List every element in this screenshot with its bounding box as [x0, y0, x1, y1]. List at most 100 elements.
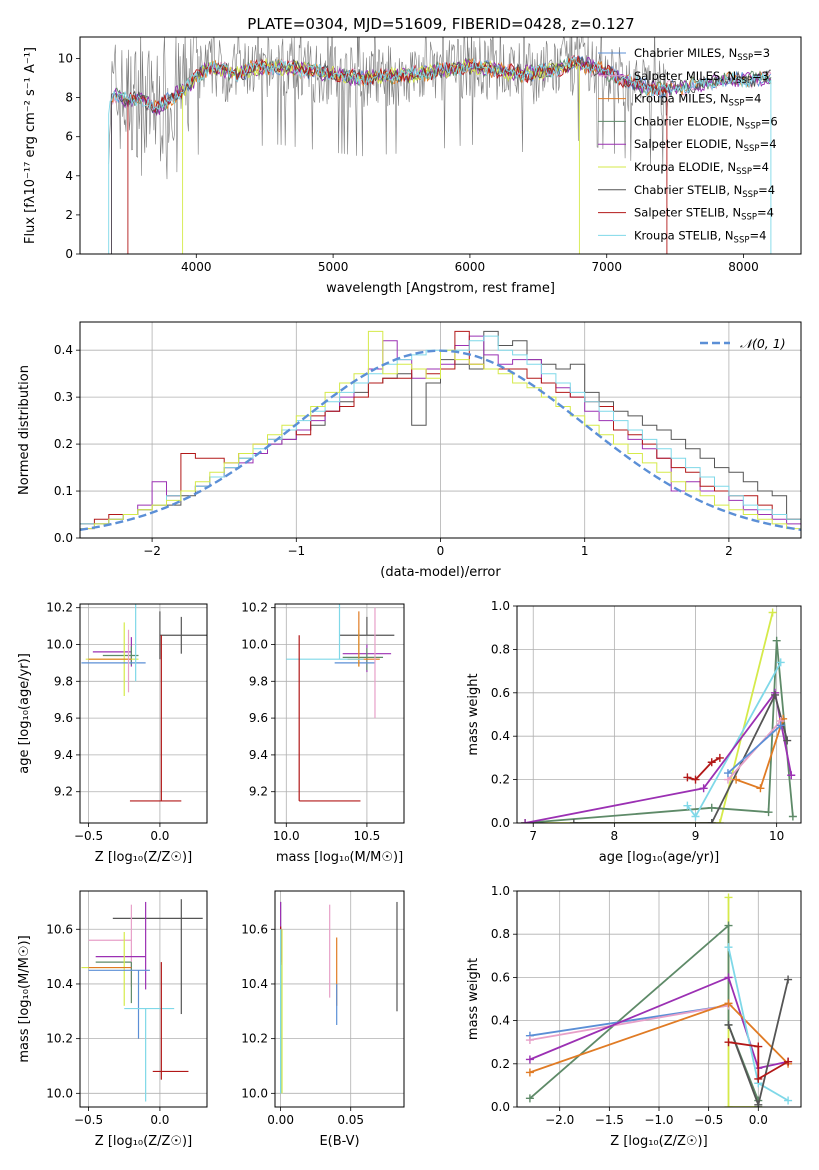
mass_weight_vs_Z-panel: −2.0 −1.5 −1.0 −0.5 0.0 0.0 0.2 0.4 0.6 0.8 1.0 Z [… — [466, 884, 802, 1149]
axes-frame — [79, 321, 802, 539]
legend-label: Chabrier MILES, NSSP=3 — [634, 46, 770, 63]
series-marker-chabrier_miles — [723, 769, 732, 778]
legend-label: Kroupa STELIB, NSSP=4 — [634, 228, 766, 245]
y-axis-label: mass weight — [466, 673, 481, 755]
x-axis-label: wavelength [Angstrom, rest frame] — [326, 281, 555, 296]
y-tick-label: 10.4 — [46, 977, 73, 991]
y-axis-label: mass weight — [466, 958, 481, 1040]
series-line-salpeter_elodie — [524, 690, 793, 823]
mass_vs_ebv-panel: 0.00 0.05 10.0 10.2 10.4 10.6 E(B-V) — [241, 890, 405, 1149]
legend-label: 𝒩(0, 1) — [740, 336, 786, 351]
y-tick-label: 8 — [65, 91, 73, 105]
x-tick-label: 7000 — [591, 260, 622, 274]
y-tick-label: 0.8 — [491, 927, 510, 941]
legend-label: Salpeter MILES, NSSP=3 — [634, 69, 769, 86]
model-spectrum-kroupa_elodie — [182, 58, 580, 254]
mass_weight_vs_Z-plot-area — [525, 893, 793, 1107]
y-tick-label: 10 — [58, 52, 73, 66]
y-tick-label: 4 — [65, 169, 73, 183]
series-marker-chabrier_elodie — [707, 803, 716, 812]
x-tick-label: 10 — [769, 829, 784, 843]
y-tick-label: 10.0 — [241, 1086, 268, 1100]
y-tick-label: 1.0 — [491, 599, 510, 613]
series-marker-salpeter_stelib — [683, 773, 692, 782]
x-tick-label: 5000 — [318, 260, 349, 274]
y-tick-label: 0.8 — [491, 642, 510, 656]
series-line-salpeter_stelib — [728, 1041, 789, 1081]
series-marker-kroupa_stelib — [724, 943, 733, 952]
x-tick-label: −2.0 — [545, 1113, 574, 1127]
x-axis-label: mass [log₁₀(M/M☉)] — [276, 850, 403, 865]
y-tick-label: 1.0 — [491, 884, 510, 898]
y-tick-label: 9.6 — [249, 711, 268, 725]
x-tick-label: 7 — [529, 829, 537, 843]
y-tick-label: 9.8 — [249, 674, 268, 688]
series-line-kroupa_elodie — [525, 612, 774, 823]
x-tick-label: 6000 — [455, 260, 486, 274]
residuals-plot-area — [80, 330, 801, 531]
y-tick-label: 10.2 — [241, 1032, 268, 1046]
series-marker-chabrier_elodie — [772, 636, 781, 645]
axes-frame — [516, 890, 802, 1108]
series-marker-chabrier_elodie — [764, 808, 773, 817]
series-marker-salpeter_elodie — [699, 784, 708, 793]
y-tick-label: 9.6 — [54, 711, 73, 725]
x-tick-label: 8000 — [728, 260, 759, 274]
mass_vs_ebv-plot-area — [280, 901, 398, 1094]
x-tick-label: −0.5 — [74, 1113, 103, 1127]
axes-frame — [79, 603, 208, 824]
y-tick-label: 0.0 — [491, 816, 510, 830]
series-marker-chabrier_stelib — [771, 690, 780, 699]
y-tick-label: 0.3 — [54, 390, 73, 404]
y-tick-label: 9.2 — [249, 785, 268, 799]
y-tick-label: 0.1 — [54, 484, 73, 498]
mass_weight_vs_age-panel: 7 8 9 10 0.0 0.2 0.4 0.6 0.8 1.0 age [log₁₀(age/yr… — [466, 599, 802, 865]
model-spectrum-chabrier_elodie — [111, 57, 772, 254]
series-marker-chabrier_miles — [776, 721, 785, 730]
y-axis-label: Flux [fλ10⁻¹⁷ erg cm⁻² s⁻¹ A⁻¹] — [23, 47, 38, 244]
mass_weight_vs_age-plot-area — [521, 608, 797, 823]
normal-curve — [80, 349, 801, 531]
series-marker-kroupa_miles — [525, 1068, 534, 1077]
y-tick-label: 10.2 — [46, 1032, 73, 1046]
series-marker-chabrier_stelib — [784, 975, 793, 984]
legend-label: Salpeter STELIB, NSSP=4 — [634, 206, 774, 223]
series-marker-kroupa_miles — [756, 784, 765, 793]
series-marker-kroupa_elodie — [724, 893, 733, 902]
y-tick-label: 10.0 — [46, 637, 73, 651]
y-tick-label: 9.2 — [54, 785, 73, 799]
series-marker-chabrier_stelib — [754, 1100, 763, 1107]
series-marker-salpeter_miles — [525, 1036, 534, 1045]
axes-frame — [274, 603, 405, 824]
axes-frame — [79, 890, 208, 1108]
x-axis-label: Z [log₁₀(Z/Z☉)] — [610, 1134, 707, 1149]
age_vs_Z-panel: −0.5 0.0 9.2 9.4 9.6 9.8 10.0 10.2 Z [log₁₀(Z/Z☉… — [17, 601, 208, 865]
x-tick-label: −0.5 — [694, 1113, 723, 1127]
x-tick-label: 1 — [581, 544, 589, 558]
y-tick-label: 0.4 — [491, 729, 510, 743]
series-marker-salpeter_elodie — [521, 819, 530, 823]
age_vs_mass-panel: 10.0 10.5 9.2 9.4 9.6 9.8 10.0 10.2 mass [log₁₀(… — [241, 601, 405, 865]
y-tick-label: 0.2 — [491, 1057, 510, 1071]
series-marker-chabrier_elodie — [525, 1094, 534, 1103]
y-tick-label: 10.0 — [241, 637, 268, 651]
series-marker-chabrier_elodie — [788, 812, 797, 821]
y-tick-label: 10.2 — [46, 601, 73, 615]
series-marker-kroupa_elodie — [724, 1103, 733, 1107]
x-tick-label: 10.0 — [273, 829, 300, 843]
y-tick-label: 0.6 — [491, 686, 510, 700]
series-marker-salpeter_stelib — [707, 758, 716, 767]
legend: Chabrier MILES, NSSP=3 Salpeter MILES, NS… — [598, 46, 778, 245]
y-tick-label: 0.6 — [491, 970, 510, 984]
series-marker-salpeter_elodie — [724, 973, 733, 982]
series-marker-chabrier_stelib — [707, 819, 716, 823]
legend-label: Chabrier STELIB, NSSP=4 — [634, 183, 775, 200]
series-marker-kroupa_stelib — [784, 1096, 793, 1105]
x-tick-label: 0 — [437, 544, 445, 558]
series-marker-chabrier_stelib — [569, 819, 578, 823]
y-tick-label: 0.0 — [54, 531, 73, 545]
series-marker-salpeter_stelib — [715, 753, 724, 762]
series-line-chabrier_elodie — [525, 640, 794, 823]
y-tick-label: 10.0 — [46, 1086, 73, 1100]
